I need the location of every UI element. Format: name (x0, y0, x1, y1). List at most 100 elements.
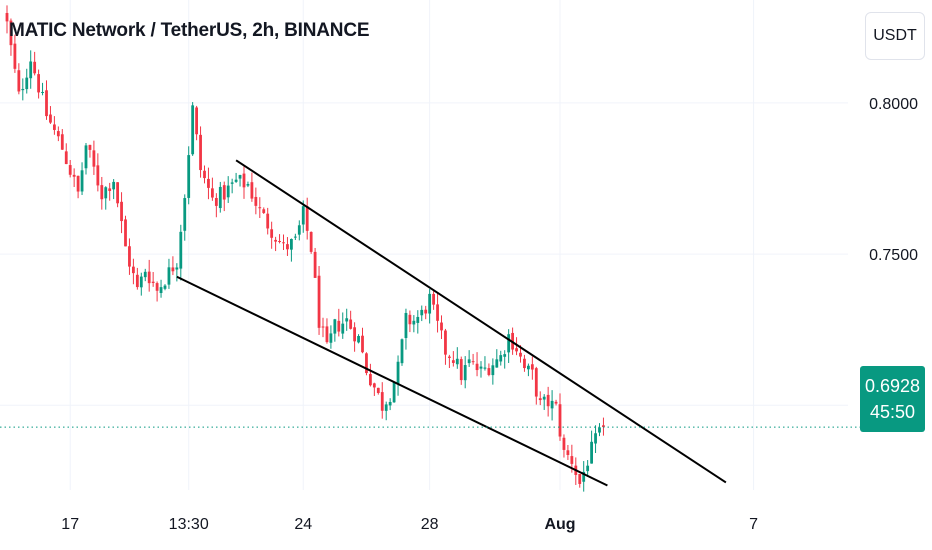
grid-lines (0, 0, 848, 490)
candle-body (45, 90, 48, 117)
candle-body (361, 335, 364, 353)
candle-body (309, 231, 313, 252)
candle-body (112, 181, 116, 190)
candle-body (270, 229, 274, 238)
candle-body (17, 70, 21, 92)
candle-body (475, 363, 479, 371)
candle-body (293, 236, 297, 238)
candle-body (53, 124, 56, 130)
lower-channel-line[interactable] (176, 275, 608, 487)
candle-body (523, 358, 526, 369)
candle-body (380, 392, 384, 411)
candle-body (384, 404, 388, 411)
candle-body (25, 77, 29, 90)
candle-body (159, 287, 163, 294)
candle-body (72, 174, 76, 177)
candle-body (467, 359, 471, 364)
candle-body (598, 427, 601, 433)
candle-body (13, 43, 17, 69)
candle-body (365, 353, 368, 374)
candle-body (33, 61, 37, 74)
candle-body (21, 88, 25, 91)
candle-body (538, 398, 542, 401)
candle-body (234, 179, 238, 182)
candle-body (124, 219, 127, 247)
candle-body (495, 359, 499, 368)
bar-countdown: 45:50 (869, 402, 916, 422)
candle-body (242, 173, 246, 188)
candle-body (396, 361, 400, 385)
candle-body (554, 401, 558, 404)
chart-title: MATIC Network / TetherUS, 2h, BINANCE (9, 20, 370, 41)
candle-body (56, 131, 60, 137)
candle-body (337, 320, 341, 332)
candle-body (349, 319, 353, 329)
candle-body (345, 318, 349, 322)
x-tick-label: Aug (544, 516, 575, 533)
candle-body (80, 170, 84, 192)
candle-body (507, 334, 511, 353)
candle-body (37, 74, 40, 93)
candle-body (104, 187, 108, 199)
candle-body (436, 304, 439, 321)
candle-body (191, 105, 195, 155)
trendlines[interactable] (0, 159, 860, 487)
candle-body (187, 155, 191, 198)
candle-body (408, 314, 412, 325)
candle-body (451, 360, 455, 363)
candle-body (448, 356, 451, 358)
candle-body (594, 433, 597, 444)
candle-body (420, 309, 424, 316)
candle-body (108, 188, 112, 191)
candle-body (96, 165, 100, 186)
candle-body (155, 283, 159, 291)
candle-body (254, 196, 258, 206)
candle-body (570, 456, 574, 464)
candle-body (582, 471, 586, 482)
candle-body (534, 368, 538, 397)
candle-body (29, 61, 33, 79)
candle-body (116, 182, 119, 204)
candle-body (503, 354, 507, 357)
candle-body (199, 134, 202, 171)
candle-body (463, 365, 467, 381)
candle-body (333, 319, 337, 334)
candle-body (519, 352, 522, 357)
last-price-tag: 0.6928 45:50 (860, 366, 925, 432)
currency-button[interactable]: USDT (865, 12, 925, 60)
candle-body (424, 309, 428, 314)
candle-body (369, 374, 372, 386)
candle-body (432, 293, 435, 305)
candle-body (542, 396, 546, 400)
candle-body (317, 275, 321, 328)
candle-body (183, 198, 187, 231)
candle-body (499, 355, 503, 362)
candle-body (282, 242, 285, 244)
candle-body (195, 107, 198, 135)
candle-body (64, 151, 68, 165)
candle-body (455, 358, 459, 365)
candle-body (147, 271, 151, 284)
candle-body (392, 382, 396, 403)
x-tick-label: 17 (61, 516, 79, 533)
candle-body (238, 175, 242, 179)
candles (5, 5, 605, 492)
upper-channel-line[interactable] (235, 159, 727, 484)
candle-body (487, 368, 491, 375)
candle-body (444, 330, 447, 355)
x-tick-label: 7 (749, 516, 758, 533)
candle-body (546, 394, 550, 407)
candle-body (163, 285, 167, 289)
candle-body (132, 266, 135, 274)
candle-body (60, 134, 64, 150)
candle-body (76, 175, 80, 192)
candle-body (602, 425, 605, 428)
candle-body (566, 450, 570, 455)
candle-body (262, 209, 266, 213)
candle-body (171, 267, 175, 272)
candle-body (404, 312, 408, 338)
x-tick-label: 28 (421, 516, 439, 533)
y-tick-label: 0.7500 (869, 247, 918, 264)
